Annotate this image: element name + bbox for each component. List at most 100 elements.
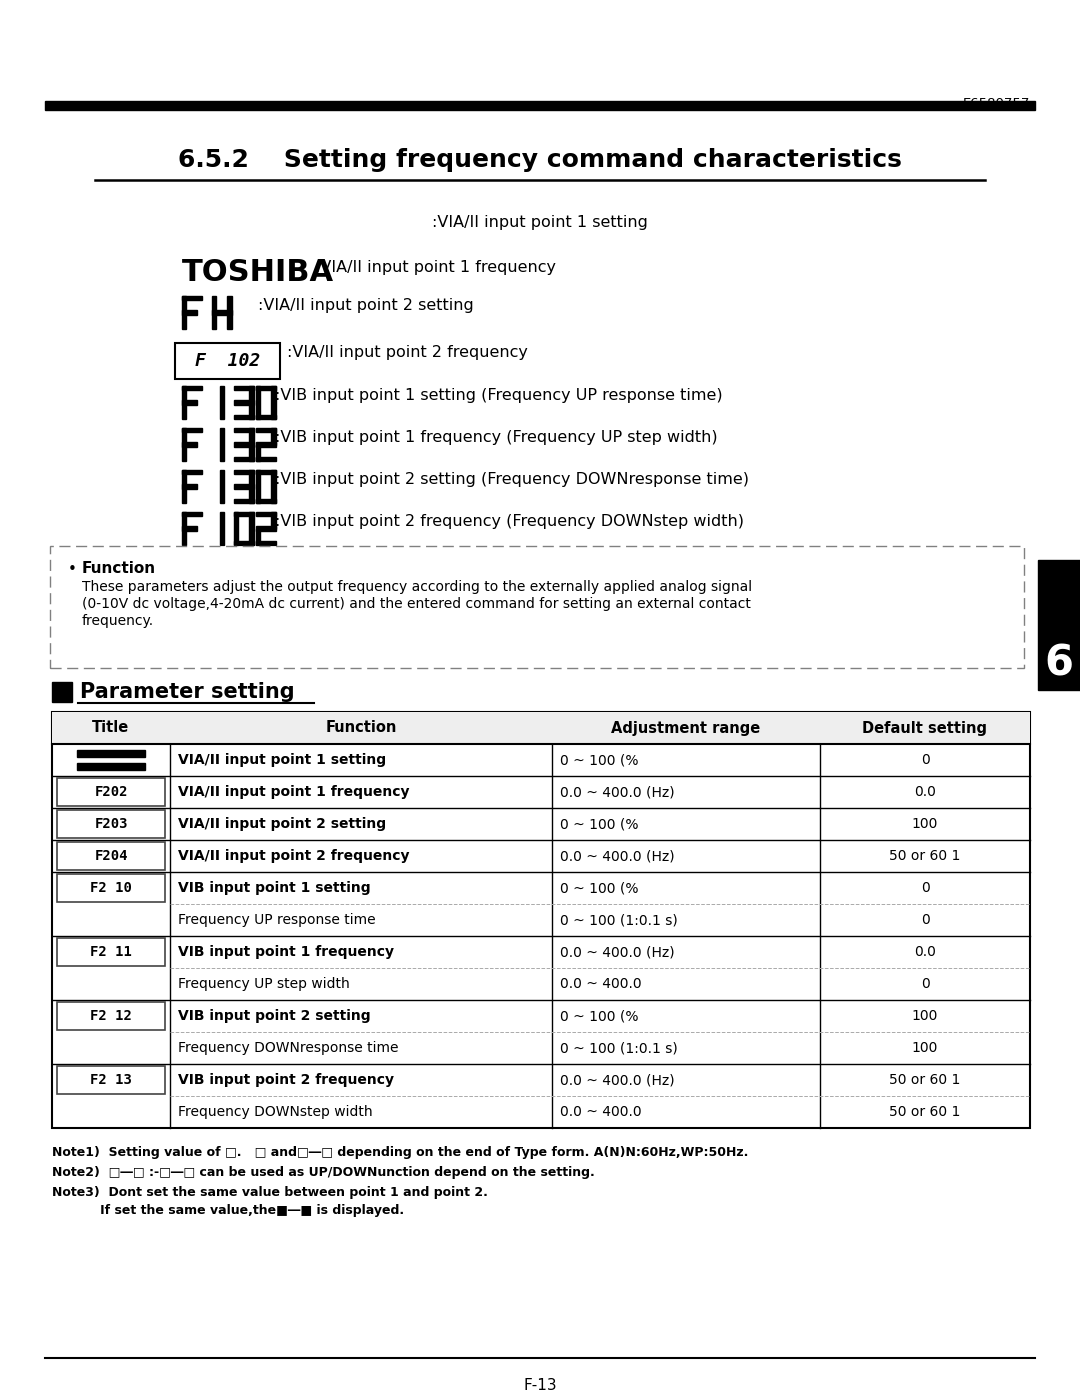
Text: 0.0 ~ 400.0 (Hz): 0.0 ~ 400.0 (Hz) xyxy=(561,785,675,799)
Bar xyxy=(249,402,254,419)
Text: 0: 0 xyxy=(920,914,930,928)
Bar xyxy=(183,386,202,390)
Text: F-13: F-13 xyxy=(523,1377,557,1393)
Bar xyxy=(256,541,275,545)
Bar xyxy=(183,469,202,475)
Bar xyxy=(256,499,275,503)
FancyBboxPatch shape xyxy=(57,810,165,838)
Text: Adjustment range: Adjustment range xyxy=(611,721,760,735)
Bar xyxy=(271,386,275,419)
Text: VIA/II input point 1 frequency: VIA/II input point 1 frequency xyxy=(178,785,409,799)
Text: Frequency UP response time: Frequency UP response time xyxy=(178,914,376,928)
Bar xyxy=(183,469,187,503)
Bar xyxy=(219,511,225,545)
Bar xyxy=(256,469,275,475)
Text: F  102: F 102 xyxy=(194,352,260,370)
Bar xyxy=(271,469,275,503)
Bar xyxy=(234,485,254,489)
Bar xyxy=(183,401,197,405)
Text: Function: Function xyxy=(82,562,157,576)
Text: 0: 0 xyxy=(920,977,930,990)
Text: TOSHIBA: TOSHIBA xyxy=(183,258,334,286)
Text: :VIA/II input point 1 setting: :VIA/II input point 1 setting xyxy=(432,215,648,231)
Text: F203: F203 xyxy=(94,817,127,831)
Text: F2 11: F2 11 xyxy=(90,944,132,958)
Text: Frequency UP step width: Frequency UP step width xyxy=(178,977,350,990)
Text: 6: 6 xyxy=(1044,643,1074,685)
Bar xyxy=(234,469,254,475)
Bar xyxy=(249,511,254,545)
Bar xyxy=(212,310,232,314)
FancyBboxPatch shape xyxy=(57,778,165,806)
Bar xyxy=(183,511,187,545)
Text: 0: 0 xyxy=(920,753,930,767)
Text: Title: Title xyxy=(93,721,130,735)
Bar xyxy=(234,499,254,503)
Text: :VIA/II input point 2 setting: :VIA/II input point 2 setting xyxy=(258,298,474,313)
Bar xyxy=(183,310,197,314)
Bar xyxy=(256,427,275,433)
Bar xyxy=(183,386,187,419)
Bar xyxy=(256,386,260,419)
Text: F2 13: F2 13 xyxy=(90,1073,132,1087)
Bar xyxy=(271,511,275,528)
Text: Frequency DOWNstep width: Frequency DOWNstep width xyxy=(178,1105,373,1119)
Text: 0 ~ 100 (1:0.1 s): 0 ~ 100 (1:0.1 s) xyxy=(561,914,678,928)
Text: VIA/II input point 1 setting: VIA/II input point 1 setting xyxy=(178,753,387,767)
Bar xyxy=(228,296,232,330)
Text: Default setting: Default setting xyxy=(863,721,987,735)
Text: 0.0 ~ 400.0: 0.0 ~ 400.0 xyxy=(561,977,642,990)
Text: Parameter setting: Parameter setting xyxy=(80,682,295,703)
Text: E6580757: E6580757 xyxy=(962,96,1030,110)
Bar xyxy=(234,457,254,461)
Text: 0 ~ 100 (%: 0 ~ 100 (% xyxy=(561,817,638,831)
Text: 0 ~ 100 (%: 0 ~ 100 (% xyxy=(561,753,638,767)
Bar xyxy=(175,344,280,379)
Text: :VIB input point 2 frequency (Frequency DOWNstep width): :VIB input point 2 frequency (Frequency … xyxy=(275,514,744,529)
Bar xyxy=(234,427,254,433)
Text: F204: F204 xyxy=(94,849,127,863)
Text: 100: 100 xyxy=(912,1009,939,1023)
Bar xyxy=(183,443,197,447)
Bar xyxy=(256,469,260,503)
FancyBboxPatch shape xyxy=(57,1002,165,1030)
Text: 0.0 ~ 400.0 (Hz): 0.0 ~ 400.0 (Hz) xyxy=(561,944,675,958)
Bar xyxy=(256,527,275,531)
Text: VIA/II input point 2 frequency: VIA/II input point 2 frequency xyxy=(178,849,409,863)
Text: F2 10: F2 10 xyxy=(90,882,132,895)
Bar xyxy=(234,415,254,419)
Text: 0.0: 0.0 xyxy=(914,785,936,799)
Bar xyxy=(52,712,1030,1127)
Bar xyxy=(256,415,275,419)
Text: Note3)  Dont set the same value between point 1 and point 2.: Note3) Dont set the same value between p… xyxy=(52,1186,488,1199)
Bar xyxy=(183,427,187,461)
Bar xyxy=(256,443,275,447)
Bar xyxy=(249,486,254,503)
Bar xyxy=(219,427,225,461)
Bar xyxy=(1038,560,1080,690)
Text: 50 or 60 1: 50 or 60 1 xyxy=(889,1073,961,1087)
Bar xyxy=(183,485,197,489)
Text: 0 ~ 100 (%: 0 ~ 100 (% xyxy=(561,882,638,895)
Text: If set the same value,the■―■ is displayed.: If set the same value,the■―■ is displaye… xyxy=(52,1204,404,1217)
FancyBboxPatch shape xyxy=(50,546,1024,668)
Text: 0.0 ~ 400.0 (Hz): 0.0 ~ 400.0 (Hz) xyxy=(561,849,675,863)
Text: VIB input point 1 frequency: VIB input point 1 frequency xyxy=(178,944,394,958)
Text: 50 or 60 1: 50 or 60 1 xyxy=(889,1105,961,1119)
Bar xyxy=(183,527,197,531)
FancyBboxPatch shape xyxy=(57,842,165,870)
Bar xyxy=(77,750,145,757)
Text: (0-10V dc voltage,4-20mA dc current) and the entered command for setting an exte: (0-10V dc voltage,4-20mA dc current) and… xyxy=(82,597,751,610)
Text: 0.0 ~ 400.0: 0.0 ~ 400.0 xyxy=(561,1105,642,1119)
Text: Frequency DOWNresponse time: Frequency DOWNresponse time xyxy=(178,1041,399,1055)
Text: VIB input point 2 frequency: VIB input point 2 frequency xyxy=(178,1073,394,1087)
Text: :VIB input point 1 setting (Frequency UP response time): :VIB input point 1 setting (Frequency UP… xyxy=(275,388,723,402)
Bar xyxy=(219,469,225,503)
Bar xyxy=(183,511,202,517)
Bar xyxy=(271,427,275,444)
Bar xyxy=(234,401,254,405)
Text: :VIA/II input point 1 frequency: :VIA/II input point 1 frequency xyxy=(315,260,556,275)
Text: 100: 100 xyxy=(912,1041,939,1055)
Text: :VIB input point 1 frequency (Frequency UP step width): :VIB input point 1 frequency (Frequency … xyxy=(275,430,717,446)
FancyBboxPatch shape xyxy=(57,937,165,965)
